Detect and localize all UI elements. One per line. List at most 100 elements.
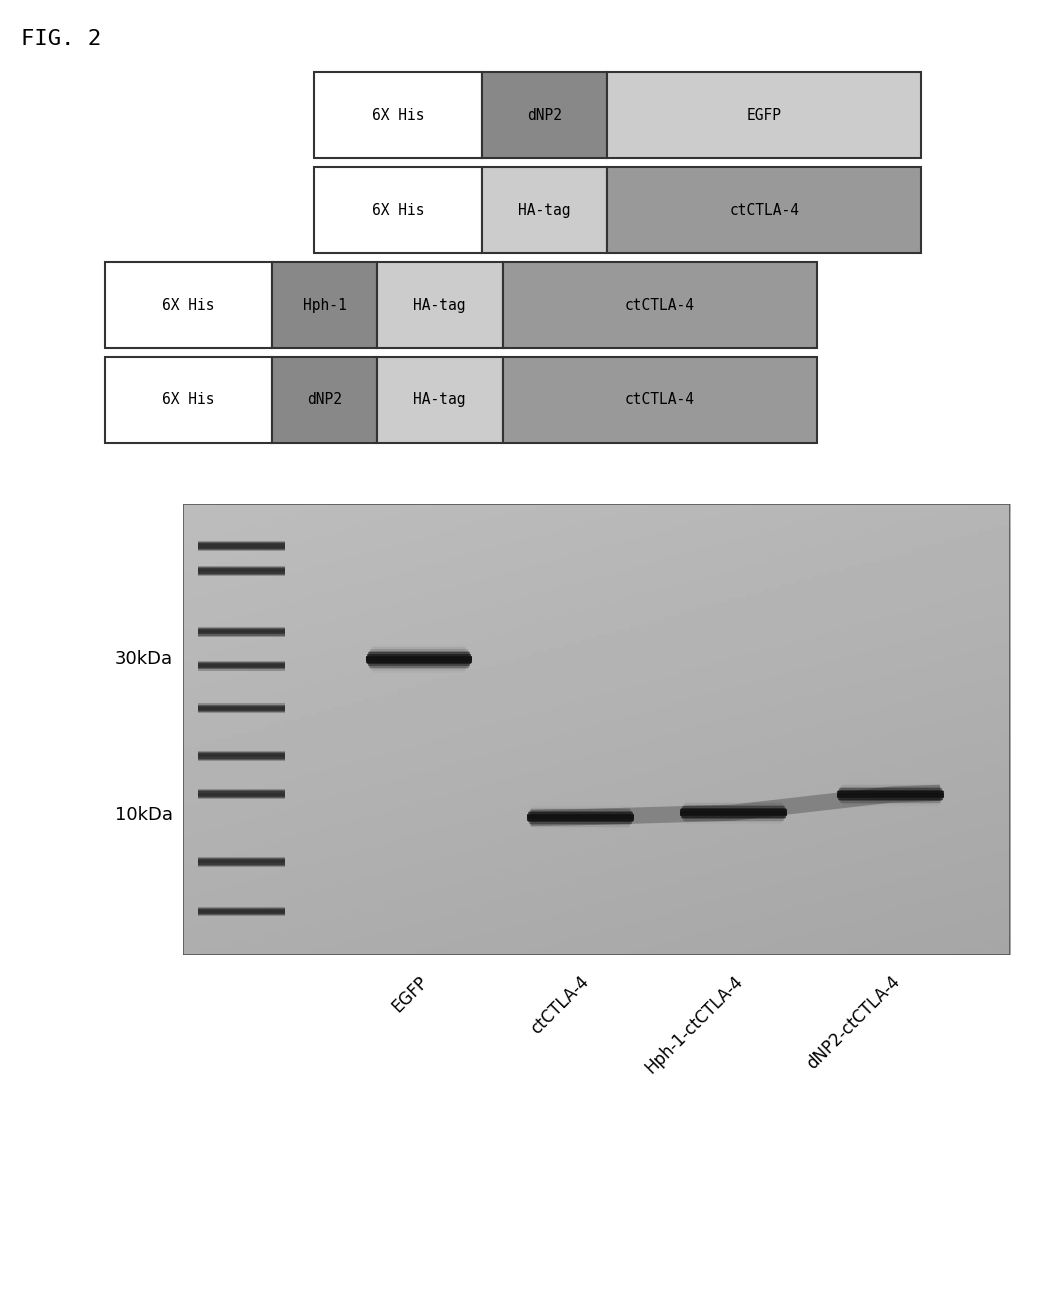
Bar (686, 800, 781, 806)
Bar (845, 780, 936, 785)
Text: HA-tag: HA-tag (414, 297, 466, 313)
Bar (681, 808, 785, 814)
FancyBboxPatch shape (503, 357, 817, 443)
Bar (365, 658, 472, 663)
Bar (533, 824, 628, 829)
Bar (841, 785, 940, 790)
Bar (838, 793, 943, 798)
Bar (841, 799, 940, 804)
Bar (370, 651, 469, 657)
Text: 10kDa: 10kDa (115, 806, 173, 824)
Bar (688, 798, 779, 803)
Bar (527, 815, 633, 820)
Bar (198, 791, 285, 797)
Bar (372, 647, 467, 653)
Bar (375, 642, 463, 647)
Bar (198, 542, 285, 547)
Bar (198, 790, 285, 795)
Bar (528, 816, 632, 823)
Text: 6X His: 6X His (372, 107, 424, 123)
Bar (198, 793, 285, 798)
Polygon shape (531, 785, 940, 827)
Bar (845, 804, 936, 810)
Bar (198, 545, 285, 551)
Text: 6X His: 6X His (162, 297, 215, 313)
Bar (198, 627, 285, 632)
Bar (533, 804, 628, 810)
Bar (839, 789, 942, 794)
Bar (365, 655, 472, 661)
Bar (198, 751, 285, 756)
Bar (842, 800, 939, 806)
Bar (842, 783, 939, 789)
FancyBboxPatch shape (607, 72, 921, 158)
Bar (376, 672, 462, 678)
Bar (198, 544, 285, 549)
Bar (198, 859, 285, 865)
Bar (369, 661, 470, 666)
Bar (198, 632, 285, 637)
Text: FIG. 2: FIG. 2 (21, 29, 102, 48)
Text: EGFP: EGFP (388, 973, 431, 1015)
Bar (198, 662, 285, 667)
FancyBboxPatch shape (377, 262, 503, 348)
Bar (684, 803, 783, 808)
Text: Hph-1: Hph-1 (303, 297, 347, 313)
Bar (375, 671, 463, 676)
Text: Hph-1-ctCTLA-4: Hph-1-ctCTLA-4 (641, 973, 747, 1078)
Bar (374, 644, 464, 650)
Text: ctCTLA-4: ctCTLA-4 (528, 973, 593, 1037)
Bar (534, 803, 627, 808)
Bar (683, 815, 784, 820)
Bar (198, 630, 285, 636)
Bar (535, 827, 626, 833)
Bar (198, 794, 285, 799)
Bar (530, 810, 630, 815)
Bar (366, 654, 471, 659)
FancyBboxPatch shape (105, 357, 272, 443)
Bar (838, 791, 943, 797)
Bar (532, 823, 629, 828)
Bar (844, 781, 937, 786)
Bar (198, 912, 285, 917)
Bar (534, 825, 627, 831)
Bar (683, 804, 784, 810)
Bar (376, 641, 462, 646)
Bar (372, 666, 467, 671)
Bar (198, 666, 285, 671)
Bar (528, 812, 632, 818)
Bar (198, 752, 285, 757)
Bar (682, 806, 784, 812)
Text: dNP2: dNP2 (307, 392, 342, 408)
Bar (682, 814, 784, 819)
Text: 30kDa: 30kDa (114, 650, 173, 668)
Bar (198, 568, 285, 573)
Bar (198, 708, 285, 713)
Bar (198, 566, 285, 572)
Bar (198, 706, 285, 712)
Text: EGFP: EGFP (747, 107, 782, 123)
Bar (198, 706, 285, 713)
Bar (198, 862, 285, 867)
Text: ctCTLA-4: ctCTLA-4 (625, 392, 694, 408)
Text: dNP2-ctCTLA-4: dNP2-ctCTLA-4 (803, 973, 904, 1073)
FancyBboxPatch shape (607, 167, 921, 254)
Bar (680, 810, 786, 815)
Bar (840, 786, 941, 793)
FancyBboxPatch shape (272, 262, 377, 348)
Bar (374, 668, 464, 675)
FancyBboxPatch shape (314, 72, 482, 158)
Text: 6X His: 6X His (162, 392, 215, 408)
Bar (369, 653, 470, 658)
Bar (838, 790, 942, 795)
Bar (535, 802, 626, 807)
Text: dNP2: dNP2 (527, 107, 562, 123)
Bar (684, 816, 783, 823)
Bar (370, 662, 469, 668)
Bar (529, 811, 631, 816)
Bar (198, 909, 285, 914)
Text: HA-tag: HA-tag (518, 203, 571, 217)
Bar (198, 910, 285, 916)
FancyBboxPatch shape (482, 167, 607, 254)
Bar (532, 806, 629, 812)
